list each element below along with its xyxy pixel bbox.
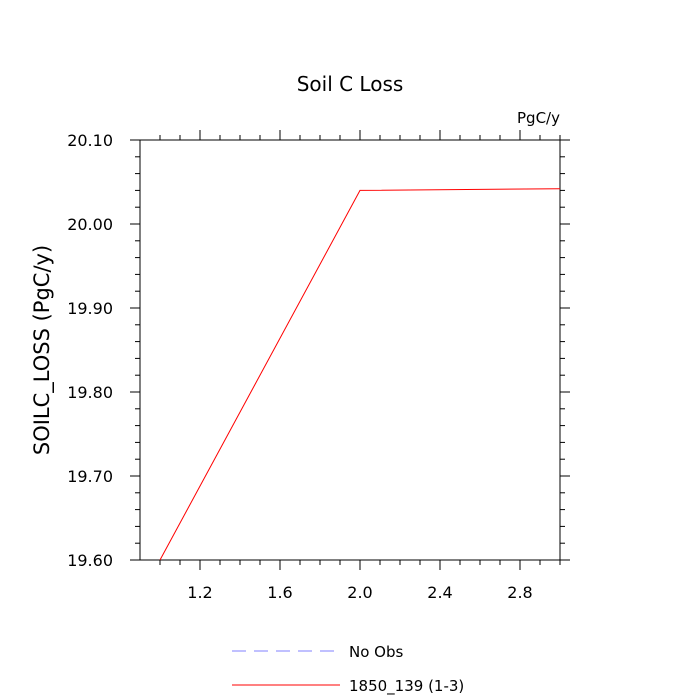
x-tick-label: 2.4 [427,583,452,602]
y-tick-label: 20.00 [67,215,113,234]
y-tick-label: 19.70 [67,467,113,486]
x-tick-label: 1.6 [267,583,292,602]
plot-frame [139,139,561,561]
y-axis-label: SOILC_LOSS (PgC/y) [30,245,55,455]
legend: No Obs 1850_139 (1-3) [232,643,464,696]
chart-title: Soil C Loss [297,72,404,96]
x-tick-label: 1.2 [187,583,212,602]
x-tick-labels: 1.2 1.6 2.0 2.4 2.8 [187,583,532,602]
x-tick-label: 2.0 [347,583,372,602]
series-lines [159,188,561,561]
legend-label-1850-139: 1850_139 (1-3) [349,677,464,696]
x-tick-label: 2.8 [507,583,532,602]
y-tick-label: 19.80 [67,383,113,402]
y-tick-label: 19.90 [67,299,113,318]
units-label: PgC/y [517,109,560,127]
axis-ticks [130,130,570,570]
y-tick-label: 19.60 [67,551,113,570]
series-line-1 [159,188,561,561]
y-tick-label: 20.10 [67,131,113,150]
legend-label-no-obs: No Obs [349,643,403,661]
y-tick-labels: 19.60 19.70 19.80 19.90 20.00 20.10 [67,131,113,570]
